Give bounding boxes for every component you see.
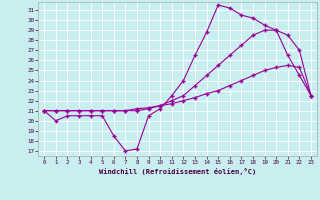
X-axis label: Windchill (Refroidissement éolien,°C): Windchill (Refroidissement éolien,°C) [99, 168, 256, 175]
